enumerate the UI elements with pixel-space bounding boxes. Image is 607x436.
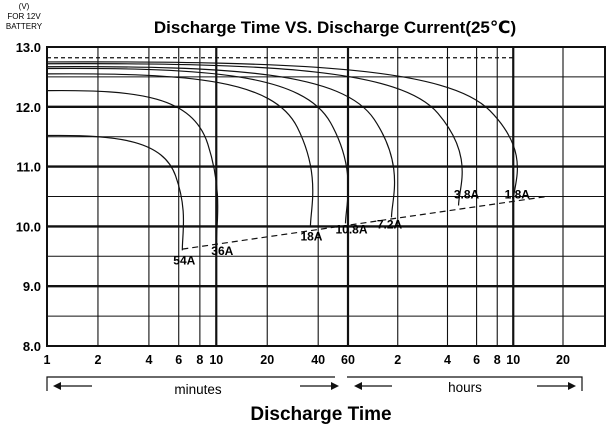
x-tick-labels: 1 2 4 6 8 10 20 40 60 2 4 6 8 10 20 [44,353,570,367]
hours-label: hours [448,380,482,395]
x-tick-label: 2 [394,353,401,367]
end-voltage-line [182,195,548,250]
x-tick-label: 6 [473,353,480,367]
y-unit-label-2: FOR 12V [7,12,41,21]
y-tick-label: 10.0 [16,219,41,234]
series-label: 54A [173,253,195,267]
y-tick-label: 9.0 [23,279,41,294]
x-tick-label: 4 [444,353,451,367]
minutes-arrow-right-head [331,382,339,390]
x-tick-label: 2 [94,353,101,367]
hours-arrow-left-head [354,382,362,390]
chart-title: Discharge Time VS. Discharge Current(25℃… [154,18,516,37]
x-tick-label: 4 [145,353,152,367]
minutes-label: minutes [174,382,222,397]
hours-arrow-right-head [568,382,576,390]
x-tick-label: 8 [196,353,203,367]
x-tick-label: 6 [175,353,182,367]
y-tick-label: 13.0 [16,40,41,55]
x-axis-title: Discharge Time [250,404,391,425]
series-labels: 54A 36A 18A 10.8A 7.2A 3.8A 1.8A [173,187,530,267]
time-unit-brackets: minutes hours [46,376,583,397]
series-label: 7.2A [377,217,403,231]
x-tick-label: 60 [341,353,355,367]
x-tick-label: 10 [209,353,223,367]
x-tick-label: 8 [494,353,501,367]
discharge-curve [46,61,518,202]
x-tick-label: 40 [311,353,325,367]
y-tick-label: 11.0 [16,160,41,175]
discharge-curve [46,89,219,244]
y-tick-label: 8.0 [23,339,41,354]
series-label: 36A [211,244,233,258]
discharge-curve [46,66,396,218]
minutes-bracket-line [46,376,335,391]
discharge-curves [46,57,548,251]
x-tick-label: 20 [556,353,570,367]
series-label: 1.8A [505,187,531,201]
series-label: 10.8A [335,222,367,236]
y-tick-label: 12.0 [16,100,41,115]
x-tick-label: 1 [44,353,51,367]
series-label: 3.8A [454,187,480,201]
y-tick-labels: 8.0 9.0 10.0 11.0 12.0 13.0 [16,40,41,354]
discharge-curve [46,67,349,224]
hours-bracket-line [347,376,583,391]
y-unit-label-1: (V) [19,2,30,11]
discharge-curve [46,63,463,206]
x-tick-label: 20 [260,353,274,367]
y-unit-label-3: BATTERY [6,22,43,31]
discharge-curve [46,73,314,227]
minutes-arrow-left-head [53,382,61,390]
discharge-curve [46,134,185,251]
x-tick-label: 10 [506,353,520,367]
series-label: 18A [300,229,322,243]
